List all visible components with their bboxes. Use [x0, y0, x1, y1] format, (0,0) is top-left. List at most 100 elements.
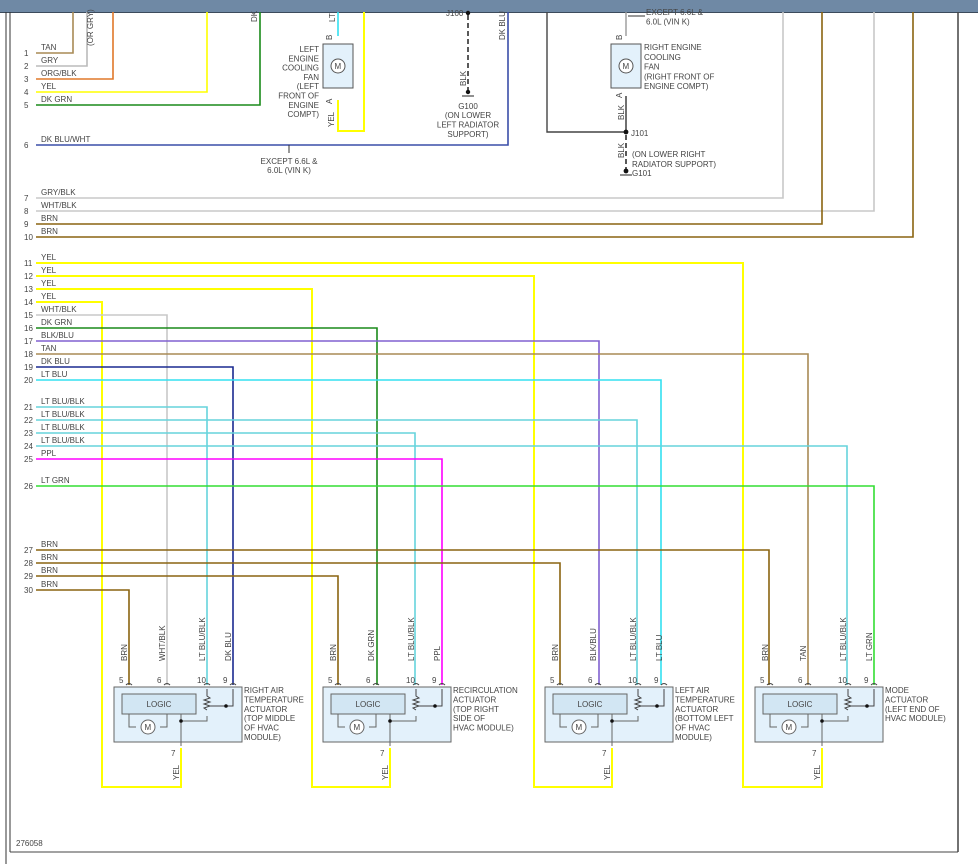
right-fan-label: COOLING [644, 53, 681, 62]
except-note: EXCEPT 6.6L & [646, 8, 704, 17]
wire-color-label: DK GRN [41, 318, 72, 327]
wire-color-label: WHT/BLK [41, 305, 77, 314]
potentiometer-icon [202, 689, 212, 711]
wire-color-label: BLK/BLU [589, 628, 598, 661]
pin-number: 10 [406, 676, 415, 685]
motor-symbol: M [623, 62, 630, 71]
wire-color-label: YEL [41, 82, 57, 91]
connector-icon [556, 683, 564, 686]
left-fan-label: FRONT OF [278, 92, 319, 101]
wire-color-label: BLK [617, 142, 626, 158]
except-note: 6.0L (VIN K) [646, 18, 690, 27]
right-fan-label: (RIGHT FRONT OF [644, 72, 714, 81]
wire-15 [36, 314, 168, 685]
pin-number: 6 [157, 676, 162, 685]
actuator-label: RIGHT AIR [244, 686, 284, 695]
logic-block [121, 693, 197, 715]
actuator-label: ACTUATOR [885, 695, 928, 704]
logic-label: LOGIC [356, 700, 381, 709]
wire-color-label: ORG/BLK [41, 69, 77, 78]
pin-number: 5 [550, 676, 555, 685]
pin-number: 10 [628, 676, 637, 685]
wire-color-label: YEL [381, 764, 390, 780]
wire-14 [36, 301, 182, 788]
wire-number: 8 [24, 207, 29, 216]
vertical-wire-label: DK [250, 10, 259, 22]
wire-22 [36, 419, 638, 685]
wire-number: 3 [24, 75, 29, 84]
wire-11 [36, 262, 823, 788]
wire-number: 13 [24, 285, 33, 294]
actuator-label: MODE [885, 686, 909, 695]
wire-color-label: BRN [41, 227, 58, 236]
wire-color-label: WHT/BLK [41, 201, 77, 210]
pin-label: A [325, 98, 334, 104]
j101-splice [623, 129, 629, 135]
wiper-lead [210, 689, 234, 707]
wire-color-label: GRY/BLK [41, 188, 76, 197]
motor-icon [349, 719, 365, 735]
pin-number: 6 [366, 676, 371, 685]
pin-number: 7 [380, 749, 385, 758]
wire-number: 25 [24, 455, 33, 464]
connector-icon [870, 683, 878, 686]
wire-16 [36, 327, 378, 685]
wire-color-label: LT BLU [41, 370, 68, 379]
connector-icon [804, 683, 812, 686]
motor-symbol: M [145, 723, 152, 732]
motor-symbol: M [576, 723, 583, 732]
wire-color-label: TAN [41, 344, 57, 353]
wire-color-label: WHT/BLK [158, 625, 167, 661]
wire-number: 6 [24, 141, 29, 150]
connector-icon [438, 683, 446, 686]
wire-number: 11 [24, 259, 33, 268]
actuator-label: (LEFT END OF [885, 705, 940, 714]
wire-9 [36, 12, 823, 225]
wire-21 [36, 406, 208, 685]
motor-leads [769, 714, 809, 728]
actuator-label: HVAC MODULE) [885, 714, 946, 723]
wire-color-label: BRN [329, 644, 338, 661]
wire-number: 18 [24, 350, 33, 359]
wire-color-label: LT GRN [41, 476, 70, 485]
splice-dot [433, 704, 437, 708]
splice-dot [655, 704, 659, 708]
wire-number: 7 [24, 194, 29, 203]
pin-number: 10 [197, 676, 206, 685]
pin-number: 7 [171, 749, 176, 758]
splice-dot [224, 704, 228, 708]
wire-color-label: YEL [172, 764, 181, 780]
except-note: EXCEPT 6.6L & [261, 157, 319, 166]
wire-color-label: BRN [41, 540, 58, 549]
wire-color-label: LT BLU/BLK [407, 617, 416, 661]
pin-number: 6 [798, 676, 803, 685]
actuator-label: ACTUATOR [675, 705, 718, 714]
splice-dot [865, 704, 869, 708]
wire-color-label: TAN [799, 645, 808, 661]
pin-label: A [615, 92, 624, 98]
pin-number: 9 [223, 676, 228, 685]
wire-number: 17 [24, 337, 33, 346]
logic-label: LOGIC [788, 700, 813, 709]
splice-dot [388, 719, 392, 723]
wire-color-label: BRN [41, 580, 58, 589]
connector-icon [412, 683, 420, 686]
wire-color-label: BLK/BLU [41, 331, 74, 340]
connector-icon [594, 683, 602, 686]
motor-leads [128, 714, 168, 728]
connector-icon [766, 683, 774, 686]
g100-label: G100 [458, 102, 478, 111]
potentiometer-icon [843, 689, 853, 711]
wire-color-label: LT BLU/BLK [41, 423, 85, 432]
connector-icon [203, 683, 211, 686]
potentiometer-icon [633, 689, 643, 711]
pin-number: 7 [602, 749, 607, 758]
wire-number: 19 [24, 363, 33, 372]
connector-icon [372, 683, 380, 686]
wiper-lead [641, 689, 665, 707]
right-fan-label: RIGHT ENGINE [644, 43, 702, 52]
motor-symbol: M [354, 723, 361, 732]
wire-color-label: DK GRN [41, 95, 72, 104]
wire-10 [36, 12, 914, 238]
pin-number: 10 [838, 676, 847, 685]
